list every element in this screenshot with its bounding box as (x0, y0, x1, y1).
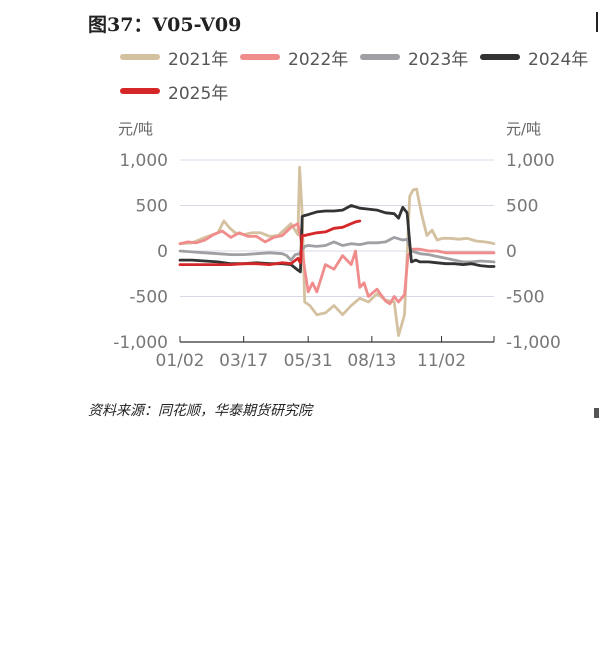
y-axis-unit-left: 元/吨 (118, 120, 154, 138)
x-tick-label: 01/02 (156, 351, 205, 371)
x-tick-label: 03/17 (219, 351, 268, 371)
legend-label-2022: 2022年 (288, 49, 349, 70)
legend-label-2023: 2023年 (408, 49, 469, 70)
legend-label-2024: 2024年 (528, 49, 589, 70)
series-line-2021 (178, 165, 496, 338)
y-tick-label-right: 0 (506, 242, 517, 262)
y-tick-label-left: 0 (157, 242, 168, 262)
edge-fragment (594, 408, 599, 418)
series-line-2025 (178, 219, 362, 267)
y-tick-label-right: 1,000 (506, 151, 555, 171)
y-axis-unit-right: 元/吨 (506, 120, 542, 138)
series-line-2023 (178, 235, 496, 264)
legend-swatch-2021 (120, 54, 160, 60)
legend-item-2023: 2023年 (360, 44, 468, 70)
x-tick-label: 05/31 (284, 351, 333, 371)
y-tick-label-left: 1,000 (119, 151, 168, 171)
y-tick-label-left: -500 (129, 288, 168, 308)
y-tick-label-right: 500 (506, 197, 538, 217)
legend-item-2021: 2021年 (120, 44, 228, 70)
legend-swatch-2022 (240, 54, 280, 60)
y-tick-label-left: 500 (136, 197, 168, 217)
legend-item-2025: 2025年 (120, 78, 228, 104)
y-tick-label-left: -1,000 (113, 333, 168, 353)
y-tick-label-right: -1,000 (506, 333, 561, 353)
source-note: 资料来源：同花顺，华泰期货研究院 (88, 403, 312, 419)
series-line-2022 (178, 222, 496, 306)
legend-label-2021: 2021年 (168, 49, 229, 70)
legend-item-2024: 2024年 (480, 44, 588, 70)
y-tick-label-right: -500 (506, 288, 545, 308)
edge-divider (596, 12, 598, 32)
x-tick-label: 08/13 (347, 351, 396, 371)
x-tick-label: 11/02 (417, 351, 466, 371)
legend-swatch-2023 (360, 54, 400, 60)
figure-title: 图37：V05-V09 (88, 14, 242, 36)
legend-swatch-2024 (480, 54, 520, 60)
legend-label-2025: 2025年 (168, 83, 229, 104)
legend-swatch-2025 (120, 88, 160, 94)
legend-item-2022: 2022年 (240, 44, 348, 70)
